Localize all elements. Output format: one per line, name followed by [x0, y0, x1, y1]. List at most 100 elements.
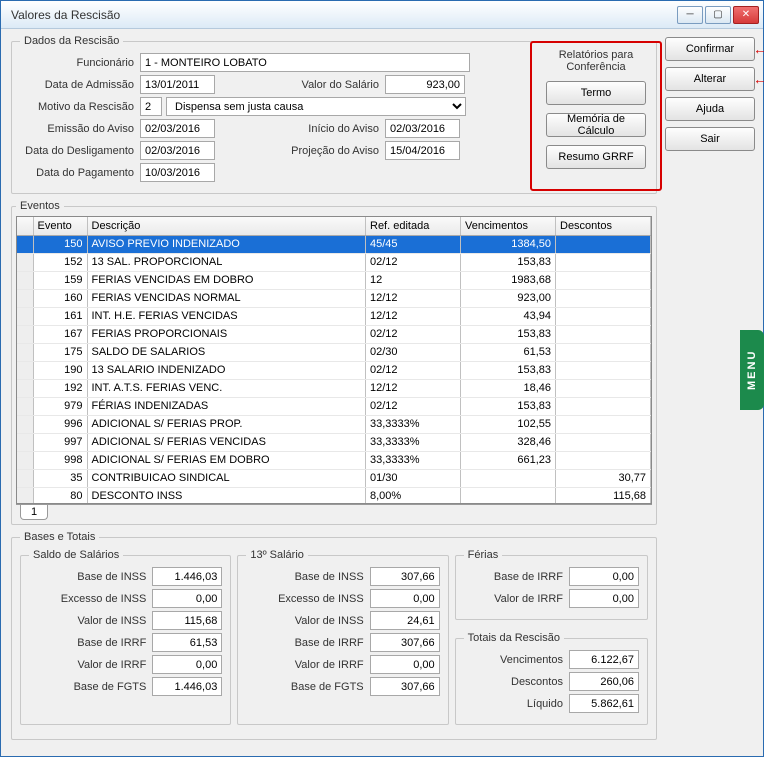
l: Base de IRRF	[246, 637, 369, 649]
table-row[interactable]: 80DESCONTO INSS8,00%115,68	[17, 487, 651, 503]
decimo-valor-inss[interactable]	[370, 611, 440, 630]
table-row[interactable]: 19013 SALARIO INDENIZADO02/12153,83	[17, 361, 651, 379]
decimo-base-fgts[interactable]	[370, 677, 440, 696]
totais-fieldset: Totais da Rescisão Vencimentos Descontos…	[455, 632, 648, 725]
table-row[interactable]: 175SALDO DE SALARIOS02/3061,53	[17, 343, 651, 361]
ferias-base-irrf[interactable]	[569, 567, 639, 586]
bases-fieldset: Bases e Totais Saldo de Salários Base de…	[11, 531, 657, 740]
ferias-legend: Férias	[464, 549, 503, 561]
table-row[interactable]: 35CONTRIBUICAO SINDICAL01/3030,77	[17, 469, 651, 487]
resumo-button[interactable]: Resumo GRRF	[546, 145, 646, 169]
l: Base de IRRF	[29, 637, 152, 649]
l: Base de INSS	[29, 571, 152, 583]
saldo-valor-irrf[interactable]	[152, 655, 222, 674]
saldo-excesso-inss[interactable]	[152, 589, 222, 608]
totais-desc[interactable]	[569, 672, 639, 691]
l: Valor de INSS	[246, 615, 369, 627]
maximize-button[interactable]: ▢	[705, 6, 731, 24]
table-row[interactable]: 998ADICIONAL S/ FERIAS EM DOBRO33,3333%6…	[17, 451, 651, 469]
saldo-legend: Saldo de Salários	[29, 549, 123, 561]
conferencia-box: Relatórios para Conferência Termo Memóri…	[530, 41, 662, 191]
label-pagamento: Data do Pagamento	[20, 167, 140, 179]
col-evento[interactable]: Evento	[33, 217, 87, 235]
l: Base de INSS	[246, 571, 369, 583]
table-row[interactable]: 192INT. A.T.S. FERIAS VENC.12/1218,46	[17, 379, 651, 397]
input-funcionario[interactable]	[140, 53, 470, 72]
confirmar-button[interactable]: Confirmar	[665, 37, 755, 61]
arrow-icon: ←	[753, 41, 764, 57]
sair-button[interactable]: Sair	[665, 127, 755, 151]
decimo-base-irrf[interactable]	[370, 633, 440, 652]
minimize-button[interactable]: ─	[677, 6, 703, 24]
input-salario[interactable]	[385, 75, 465, 94]
label-salario: Valor do Salário	[215, 79, 385, 91]
table-row[interactable]: 160FERIAS VENCIDAS NORMAL12/12923,00	[17, 289, 651, 307]
table-row[interactable]: 997ADICIONAL S/ FERIAS VENCIDAS33,3333%3…	[17, 433, 651, 451]
table-row[interactable]: 161INT. H.E. FERIAS VENCIDAS12/1243,94	[17, 307, 651, 325]
ferias-fieldset: Férias Base de IRRF Valor de IRRF	[455, 549, 648, 620]
input-inicio[interactable]	[385, 119, 460, 138]
saldo-valor-inss[interactable]	[152, 611, 222, 630]
table-row[interactable]: 996ADICIONAL S/ FERIAS PROP.33,3333%102,…	[17, 415, 651, 433]
close-button[interactable]: ✕	[733, 6, 759, 24]
col-ref[interactable]: Ref. editada	[366, 217, 461, 235]
l: Valor de INSS	[29, 615, 152, 627]
decimo-base-inss[interactable]	[370, 567, 440, 586]
saldo-base-inss[interactable]	[152, 567, 222, 586]
eventos-legend: Eventos	[16, 200, 64, 212]
table-row[interactable]: 979FÉRIAS INDENIZADAS02/12153,83	[17, 397, 651, 415]
totais-legend: Totais da Rescisão	[464, 632, 564, 644]
totais-liq[interactable]	[569, 694, 639, 713]
input-pagamento[interactable]	[140, 163, 215, 182]
l: Valor de IRRF	[246, 659, 369, 671]
input-deslig[interactable]	[140, 141, 215, 160]
saldo-base-irrf[interactable]	[152, 633, 222, 652]
label-motivo: Motivo da Rescisão	[20, 101, 140, 113]
input-motivo-codigo[interactable]	[140, 97, 162, 116]
table-row[interactable]: 167FERIAS PROPORCIONAIS02/12153,83	[17, 325, 651, 343]
l: Excesso de INSS	[246, 593, 369, 605]
ajuda-button[interactable]: Ajuda	[665, 97, 755, 121]
label-inicio: Início do Aviso	[215, 123, 385, 135]
label-funcionario: Funcionário	[20, 57, 140, 69]
eventos-fieldset: Eventos Evento Descrição Ref. editada Ve…	[11, 200, 657, 525]
dados-fieldset: Dados da Rescisão Funcionário Data de Ad…	[11, 35, 657, 194]
l: Valor de IRRF	[29, 659, 152, 671]
ferias-valor-irrf[interactable]	[569, 589, 639, 608]
label-deslig: Data do Desligamento	[20, 145, 140, 157]
col-selector	[17, 217, 33, 235]
saldo-fieldset: Saldo de Salários Base de INSS Excesso d…	[20, 549, 231, 725]
l: Excesso de INSS	[29, 593, 152, 605]
l: Descontos	[464, 676, 569, 688]
menu-tab[interactable]: MENU	[740, 330, 764, 410]
l: Líquido	[464, 698, 569, 710]
tab-strip: 1	[16, 504, 652, 520]
decimo-valor-irrf[interactable]	[370, 655, 440, 674]
decimo-fieldset: 13º Salário Base de INSS Excesso de INSS…	[237, 549, 448, 725]
tab-1[interactable]: 1	[20, 505, 48, 520]
arrow-icon: ←	[753, 71, 764, 87]
l: Base de IRRF	[464, 571, 569, 583]
conferencia-title: Relatórios para Conferência	[546, 49, 646, 73]
col-venc[interactable]: Vencimentos	[461, 217, 556, 235]
table-row[interactable]: 150AVISO PREVIO INDENIZADO45/451384,50	[17, 235, 651, 253]
table-row[interactable]: 15213 SAL. PROPORCIONAL02/12153,83	[17, 253, 651, 271]
saldo-base-fgts[interactable]	[152, 677, 222, 696]
alterar-button[interactable]: Alterar	[665, 67, 755, 91]
col-desc[interactable]: Descontos	[556, 217, 651, 235]
table-row[interactable]: 159FERIAS VENCIDAS EM DOBRO121983,68	[17, 271, 651, 289]
eventos-grid[interactable]: Evento Descrição Ref. editada Vencimento…	[16, 216, 652, 504]
totais-venc[interactable]	[569, 650, 639, 669]
label-projecao: Projeção do Aviso	[215, 145, 385, 157]
l: Base de FGTS	[29, 681, 152, 693]
input-emissao[interactable]	[140, 119, 215, 138]
select-motivo[interactable]: Dispensa sem justa causa	[166, 97, 466, 116]
input-admissao[interactable]	[140, 75, 215, 94]
decimo-excesso-inss[interactable]	[370, 589, 440, 608]
label-emissao: Emissão do Aviso	[20, 123, 140, 135]
input-projecao[interactable]	[385, 141, 460, 160]
bases-legend: Bases e Totais	[20, 531, 99, 543]
memoria-button[interactable]: Memória de Cálculo	[546, 113, 646, 137]
col-descricao[interactable]: Descrição	[87, 217, 366, 235]
termo-button[interactable]: Termo	[546, 81, 646, 105]
